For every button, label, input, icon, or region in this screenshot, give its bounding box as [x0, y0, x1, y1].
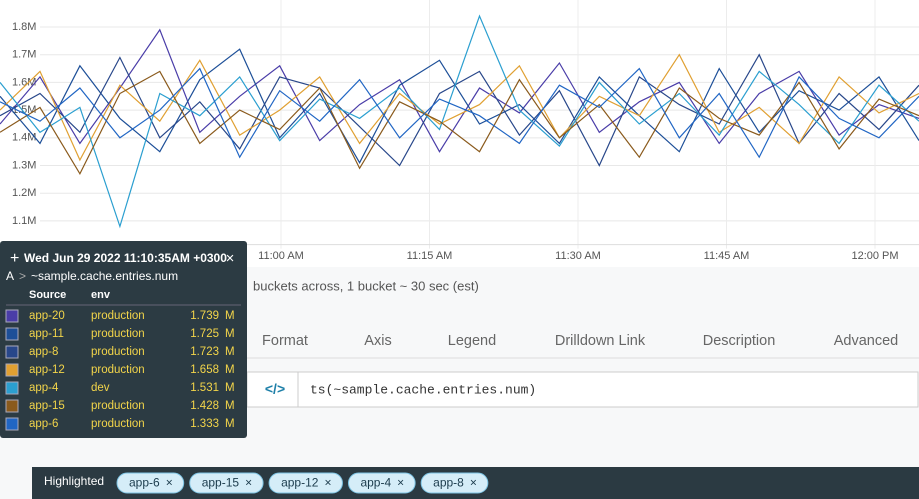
row-env: production: [91, 328, 145, 340]
info-text: buckets across, 1 bucket ~ 30 sec (est): [253, 278, 479, 293]
chip-close[interactable]: ×: [324, 476, 331, 490]
tab[interactable]: Advanced: [834, 333, 899, 349]
row-unit: M: [225, 364, 235, 376]
highlight-label: Highlighted: [44, 474, 104, 488]
chip[interactable]: app-6 ×: [116, 472, 185, 494]
row-source: app-12: [29, 364, 65, 376]
row-unit: M: [225, 328, 235, 340]
chip-bg: [189, 472, 264, 494]
tooltip-title: Wed Jun 29 2022 11:10:35AM +0300: [24, 251, 227, 265]
row-value: 1.658: [190, 364, 219, 376]
x-tick-label: 11:15 AM: [407, 250, 453, 262]
x-tick-label: 11:45 AM: [704, 250, 750, 262]
tab[interactable]: Axis: [364, 333, 391, 349]
tooltip-plus: +: [10, 250, 19, 267]
tooltip: + Wed Jun 29 2022 11:10:35AM +0300× A > ~sam…: [0, 241, 247, 438]
chip-bg: [116, 472, 185, 494]
row-source: app-6: [29, 418, 58, 430]
query-text[interactable]: ts(~sample.cache.entries.num): [310, 382, 536, 397]
row-source: app-11: [29, 328, 64, 340]
tab[interactable]: Format: [262, 333, 308, 349]
row-unit: M: [225, 382, 235, 394]
row-source: app-15: [29, 400, 65, 412]
row-source: app-4: [29, 382, 59, 394]
chip-label: app-8: [433, 476, 464, 490]
swatch: [5, 309, 19, 323]
col-head: env: [91, 289, 111, 301]
x-tick-label: 11:30 AM: [555, 250, 601, 262]
swatch: [5, 399, 19, 413]
row-source: app-8: [29, 346, 58, 358]
chip-bg: [347, 472, 416, 494]
row-unit: M: [225, 418, 235, 430]
row-env: dev: [91, 382, 110, 394]
chip-label: app-4: [360, 476, 391, 490]
row-unit: M: [225, 310, 235, 322]
row-env: production: [91, 418, 145, 430]
y-tick-label: 1.6M: [12, 76, 36, 88]
row-value: 1.725: [190, 328, 219, 340]
chip-bg: [420, 472, 489, 494]
tooltip-close[interactable]: ×: [226, 250, 235, 267]
tooltip-arrow: >: [19, 269, 26, 283]
y-tick-label: 1.8M: [12, 21, 36, 33]
chip-label: app-15: [202, 476, 240, 490]
chip-label: app-12: [281, 476, 319, 490]
code-icon[interactable]: </>: [265, 381, 285, 397]
row-env: production: [91, 364, 145, 376]
chip-label: app-6: [129, 476, 160, 490]
row-value: 1.531: [190, 382, 219, 394]
series-line: [0, 53, 919, 167]
y-tick-label: 1.4M: [12, 132, 36, 144]
tooltip-query: ~sample.cache.entries.num: [31, 269, 178, 283]
x-tick-label: 12:00 PM: [851, 250, 898, 262]
chip-close[interactable]: ×: [245, 476, 252, 490]
swatch: [5, 417, 19, 431]
y-tick-label: 1.1M: [12, 215, 36, 227]
series-line: [0, 70, 919, 176]
tooltip-bg: [0, 241, 247, 438]
x-tick-label: 11:00 AM: [258, 250, 304, 262]
chip[interactable]: app-15 ×: [189, 472, 264, 494]
chip[interactable]: app-4 ×: [347, 472, 416, 494]
swatch: [5, 327, 19, 341]
tab[interactable]: Legend: [448, 333, 496, 349]
row-source: app-20: [29, 310, 65, 322]
swatch: [5, 345, 19, 359]
query-box[interactable]: [246, 371, 919, 408]
y-tick-label: 1.3M: [12, 159, 36, 171]
chip-bg: [268, 472, 343, 494]
chip-close[interactable]: ×: [166, 476, 173, 490]
row-env: production: [91, 400, 145, 412]
swatch: [5, 381, 19, 395]
y-tick-label: 1.2M: [12, 187, 36, 199]
chip[interactable]: app-8 ×: [420, 472, 489, 494]
swatch: [5, 363, 19, 377]
row-value: 1.739: [190, 310, 219, 322]
chip-close[interactable]: ×: [397, 476, 404, 490]
row-value: 1.333: [190, 418, 219, 430]
series-line: [0, 28, 919, 153]
row-unit: M: [225, 346, 235, 358]
row-unit: M: [225, 400, 235, 412]
row-value: 1.723: [190, 346, 219, 358]
chip-close[interactable]: ×: [470, 476, 477, 490]
col-head: Source: [29, 289, 66, 301]
tab[interactable]: Drilldown Link: [555, 333, 646, 349]
chip[interactable]: app-12 ×: [268, 472, 343, 494]
series-line: [0, 67, 919, 159]
tooltip-label: A: [6, 269, 14, 283]
row-value: 1.428: [190, 400, 219, 412]
row-env: production: [91, 310, 145, 322]
y-tick-label: 1.7M: [12, 49, 36, 61]
series-line: [0, 14, 919, 229]
row-env: production: [91, 346, 145, 358]
tab[interactable]: Description: [703, 333, 776, 349]
